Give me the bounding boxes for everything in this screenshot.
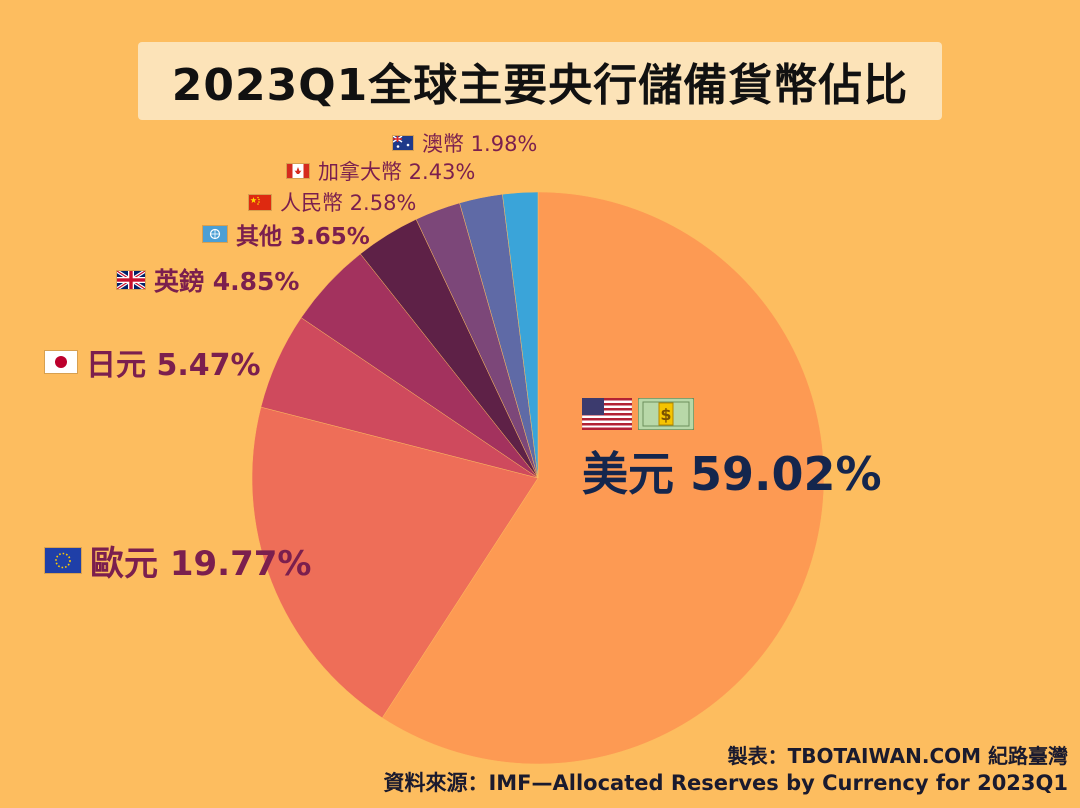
pie-slice-0 bbox=[381, 191, 825, 765]
australia-flag-icon bbox=[392, 135, 414, 151]
source-credit: 資料來源：IMF—Allocated Reserves by Currency … bbox=[383, 771, 1068, 795]
japan-flag-icon bbox=[44, 350, 78, 374]
eu-flag-icon bbox=[44, 547, 82, 574]
made-by-credit: 製表：TBOTAIWAN.COM 紀路臺灣 bbox=[727, 744, 1068, 768]
slice-label-jpy: 日元 5.47% bbox=[44, 340, 261, 384]
slice-label-cny: 人民幣 2.58% bbox=[248, 187, 416, 217]
chart-title: 2023Q1全球主要央行儲備貨幣佔比 bbox=[171, 60, 909, 111]
uk-flag-icon bbox=[116, 270, 146, 290]
pie-slice-1 bbox=[251, 406, 539, 719]
un-flag-icon bbox=[202, 225, 228, 243]
pie-slice-7 bbox=[502, 191, 539, 479]
us-flag-icon bbox=[582, 398, 632, 430]
svg-text:$: $ bbox=[660, 405, 671, 424]
slice-label-other: 其他 3.65% bbox=[202, 217, 370, 251]
slice-label-cad: 加拿大幣 2.43% bbox=[286, 156, 475, 186]
canada-flag-icon bbox=[286, 163, 310, 179]
slice-label-usd: $ 美元 59.02% bbox=[582, 398, 882, 504]
china-flag-icon bbox=[248, 193, 272, 211]
dollar-bill-icon: $ bbox=[638, 398, 694, 430]
slice-label-eur: 歐元 19.77% bbox=[44, 536, 311, 585]
title-banner: 2023Q1全球主要央行儲備貨幣佔比 bbox=[138, 42, 942, 120]
slice-label-aud: 澳幣 1.98% bbox=[392, 128, 537, 158]
slice-label-gbp: 英鎊 4.85% bbox=[116, 262, 299, 298]
